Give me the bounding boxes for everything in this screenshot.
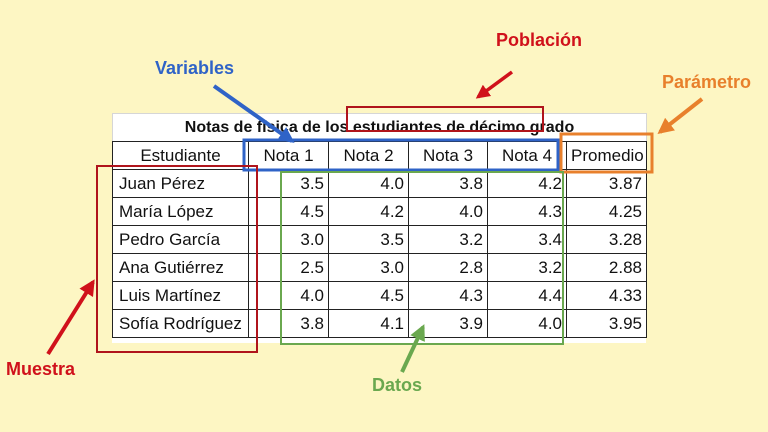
grade-cell: 3.0	[248, 225, 329, 254]
header-nota-4: Nota 4	[487, 141, 567, 170]
grade-cell: 4.5	[328, 281, 409, 310]
header-nota-1: Nota 1	[248, 141, 329, 170]
poblacion-label: Población	[496, 30, 583, 50]
title-row: Notas de física de los estudiantes de dé…	[112, 113, 647, 142]
grade-cell: 3.9	[408, 309, 488, 338]
grade-cell: 3.0	[328, 253, 409, 282]
table-row: Ana Gutiérrez 2.5 3.0 2.8 3.2 2.88	[112, 253, 647, 282]
average-cell: 3.28	[566, 225, 647, 254]
grade-cell: 4.4	[487, 281, 567, 310]
average-cell: 4.33	[566, 281, 647, 310]
grade-cell: 3.8	[408, 169, 488, 198]
student-name: Luis Martínez	[112, 281, 249, 310]
muestra-label: Muestra	[6, 359, 76, 379]
student-name: Ana Gutiérrez	[112, 253, 249, 282]
poblacion-arrow	[475, 70, 514, 99]
header-estudiante: Estudiante	[112, 141, 249, 170]
grade-cell: 3.2	[408, 225, 488, 254]
grade-cell: 3.2	[487, 253, 567, 282]
grade-cell: 4.1	[328, 309, 409, 338]
average-cell: 3.87	[566, 169, 647, 198]
header-nota-2: Nota 2	[328, 141, 409, 170]
datos-label: Datos	[372, 375, 423, 395]
grade-cell: 4.5	[248, 197, 329, 226]
parametro-arrow	[657, 97, 704, 134]
header-promedio: Promedio	[566, 141, 647, 170]
average-cell: 2.88	[566, 253, 647, 282]
grade-cell: 2.8	[408, 253, 488, 282]
average-cell: 4.25	[566, 197, 647, 226]
average-cell: 3.95	[566, 309, 647, 338]
grade-cell: 4.0	[328, 169, 409, 198]
grade-cell: 3.8	[248, 309, 329, 338]
table-row: Luis Martínez 4.0 4.5 4.3 4.4 4.33	[112, 281, 647, 310]
table-row: María López 4.5 4.2 4.0 4.3 4.25	[112, 197, 647, 226]
grade-cell: 3.5	[248, 169, 329, 198]
grade-cell: 4.0	[408, 197, 488, 226]
table-title: Notas de física de los estudiantes de dé…	[112, 113, 647, 142]
table-row: Juan Pérez 3.5 4.0 3.8 4.2 3.87	[112, 169, 647, 198]
variables-label: Variables	[155, 58, 235, 78]
table-row: Pedro García 3.0 3.5 3.2 3.4 3.28	[112, 225, 647, 254]
grade-cell: 4.0	[248, 281, 329, 310]
grade-cell: 4.0	[487, 309, 567, 338]
grade-cell: 3.5	[328, 225, 409, 254]
muestra-arrow	[46, 279, 95, 356]
header-row: Estudiante Nota 1 Nota 2 Nota 3 Nota 4 P…	[112, 141, 647, 170]
grade-cell: 4.2	[328, 197, 409, 226]
student-name: Juan Pérez	[112, 169, 249, 198]
parametro-label: Parámetro	[662, 72, 752, 92]
grade-cell: 4.3	[487, 197, 567, 226]
student-name: María López	[112, 197, 249, 226]
grade-cell: 4.3	[408, 281, 488, 310]
student-name: Sofía Rodríguez	[112, 309, 249, 338]
table-row: Sofía Rodríguez 3.8 4.1 3.9 4.0 3.95	[112, 309, 647, 338]
student-name: Pedro García	[112, 225, 249, 254]
header-nota-3: Nota 3	[408, 141, 488, 170]
grade-cell: 3.4	[487, 225, 567, 254]
grade-cell: 2.5	[248, 253, 329, 282]
grade-cell: 4.2	[487, 169, 567, 198]
grades-table: Notas de física de los estudiantes de dé…	[112, 113, 647, 343]
